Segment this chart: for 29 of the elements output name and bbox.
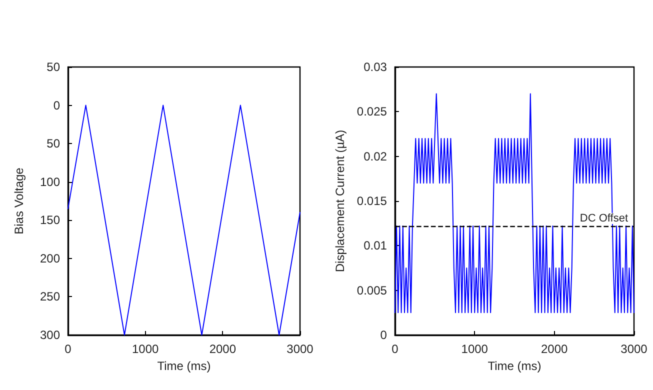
x-tick-label: 3000 bbox=[620, 342, 648, 356]
y-tick-label: 150 bbox=[40, 213, 60, 228]
y-tick-label: 0.02 bbox=[364, 149, 388, 164]
ref-line-label: DC Offset bbox=[580, 212, 628, 225]
x-tick-label: 2000 bbox=[209, 342, 236, 356]
y-axis-title: Bias Voltage bbox=[12, 167, 26, 234]
y-tick-label: 50 bbox=[46, 60, 60, 74]
y-tick-label: 100 bbox=[40, 174, 60, 189]
y-axis-title: Displacement Current (µA) bbox=[333, 130, 347, 272]
y-tick-label: 300 bbox=[40, 328, 60, 342]
y-tick-label: 0.01 bbox=[364, 238, 388, 253]
y-tick-label: 0 bbox=[380, 328, 388, 342]
x-axis-title: Time (ms) bbox=[157, 358, 211, 373]
y-tick-label: 200 bbox=[40, 251, 60, 266]
x-tick-label: 1000 bbox=[132, 342, 160, 356]
x-tick-label: 0 bbox=[392, 342, 399, 356]
y-tick-label: 50 bbox=[46, 136, 60, 151]
line-series bbox=[394, 93, 634, 314]
y-tick-label: 0.03 bbox=[364, 60, 388, 74]
x-tick-label: 3000 bbox=[286, 342, 314, 356]
y-tick-label: 0.015 bbox=[356, 194, 388, 208]
x-tick-label: 2000 bbox=[540, 342, 568, 356]
x-tick-label: 0 bbox=[64, 342, 72, 356]
y-tick-label: 0.025 bbox=[356, 104, 388, 119]
x-tick-label: 1000 bbox=[461, 342, 488, 356]
y-tick-label: 0 bbox=[53, 98, 60, 112]
y-tick-label: 0.005 bbox=[356, 283, 388, 298]
y-tick-label: 250 bbox=[40, 290, 60, 304]
x-axis-title: Time (ms) bbox=[488, 358, 542, 373]
